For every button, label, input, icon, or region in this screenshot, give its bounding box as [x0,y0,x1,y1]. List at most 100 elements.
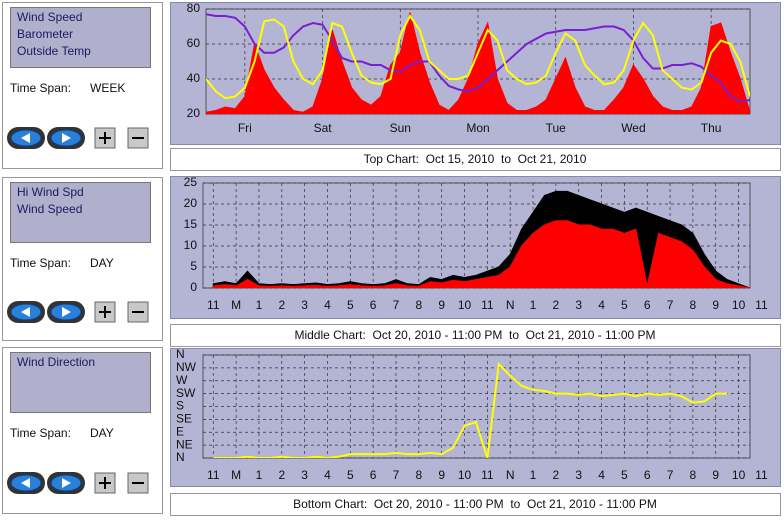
time-span-label: Time Span: [10,81,71,95]
x-tick-label: 1 [530,468,537,482]
y-tick-label: NW [176,360,197,374]
x-tick-label: 10 [732,468,746,482]
series-list [10,7,151,68]
x-tick-label: 11 [481,298,494,312]
x-tick-label: 11 [481,468,494,482]
minus-button[interactable] [127,301,149,323]
button-arrow [62,478,71,488]
x-tick-label: 11 [755,298,768,312]
minus-button[interactable] [127,472,149,494]
x-tick-label: 4 [598,298,605,312]
prev-button[interactable] [7,127,45,149]
series-item: Wind Speed [17,202,82,216]
x-tick-label: Sat [314,121,333,135]
series-line [206,13,750,103]
y-tick-label: 20 [187,106,201,120]
y-tick-label: 40 [187,71,201,85]
y-tick-label: N [176,347,185,361]
series-area [206,12,750,114]
y-tick-label: N [176,450,185,464]
next-button[interactable] [47,301,85,323]
plus-button[interactable] [94,127,116,149]
x-tick-label: 3 [575,298,582,312]
x-tick-label: 1 [256,468,263,482]
x-tick-label: Mon [466,121,489,135]
x-tick-label: 4 [598,468,605,482]
x-tick-label: 5 [347,468,354,482]
time-span-label: Time Span: [10,426,71,440]
x-tick-label: Thu [701,121,722,135]
x-tick-label: 7 [393,298,400,312]
series-group [206,12,750,114]
x-tick-label: 8 [690,298,697,312]
x-tick-label: 1 [256,298,263,312]
x-tick-label: M [231,298,241,312]
x-tick-label: 4 [324,468,331,482]
plus-button[interactable] [94,301,116,323]
x-tick-label: 9 [712,468,719,482]
time-span-value: DAY [90,256,114,270]
series-group [212,190,750,288]
x-tick-label: Fri [238,121,252,135]
series-item: Outside Temp [17,44,91,58]
x-tick-label: 7 [393,468,400,482]
series-group [213,361,728,458]
x-tick-label: 6 [370,468,377,482]
y-tick-label: E [176,424,184,438]
x-tick-label: 5 [347,298,354,312]
x-tick-label: 11 [207,298,220,312]
button-arrow [62,307,71,317]
caption-box [170,148,781,171]
x-tick-label: Sun [390,121,411,135]
x-tick-label: 6 [644,298,651,312]
caption-box [170,493,781,516]
x-tick-label: 2 [553,298,560,312]
x-tick-label: 6 [370,298,377,312]
x-tick-label: N [506,468,515,482]
series-item: Wind Direction [17,355,95,369]
x-tick-label: Tue [546,121,567,135]
x-tick-label: 8 [415,298,422,312]
x-tick-label: 7 [667,298,674,312]
time-span-value: WEEK [90,81,125,95]
next-button[interactable] [47,127,85,149]
x-tick-label: 10 [732,298,746,312]
x-tick-label: 9 [712,298,719,312]
prev-button[interactable] [7,301,45,323]
x-tick-label: N [506,298,515,312]
x-tick-label: 1 [530,298,537,312]
time-span-label: Time Span: [10,256,71,270]
chart-caption: Middle Chart: Oct 20, 2010 - 11:00 PM to… [294,328,655,342]
y-tick-label: S [176,399,184,413]
button-arrow [21,307,30,317]
x-tick-label: 10 [458,468,472,482]
caption-box [170,324,781,347]
x-tick-label: 11 [755,468,768,482]
series-area [212,220,750,288]
x-tick-label: 4 [324,298,331,312]
y-tick-label: 80 [187,1,201,15]
x-tick-label: M [231,468,241,482]
y-tick-label: 15 [184,217,198,231]
series-line [206,14,750,100]
y-tick-label: SW [176,386,196,400]
x-tick-label: 9 [438,468,445,482]
prev-button[interactable] [7,472,45,494]
minus-button[interactable] [127,127,149,149]
next-button[interactable] [47,472,85,494]
series-list [10,352,151,413]
x-tick-label: 9 [438,298,445,312]
x-tick-label: 2 [553,468,560,482]
x-tick-label: 8 [690,468,697,482]
x-tick-label: 7 [667,468,674,482]
time-span-value: DAY [90,426,114,440]
plus-button[interactable] [94,472,116,494]
x-tick-label: Wed [621,121,645,135]
x-tick-label: 8 [415,468,422,482]
series-item: Hi Wind Spd [17,185,84,199]
button-arrow [62,133,71,143]
series-list [10,182,151,243]
y-tick-label: 0 [190,280,197,294]
x-tick-label: 3 [575,468,582,482]
